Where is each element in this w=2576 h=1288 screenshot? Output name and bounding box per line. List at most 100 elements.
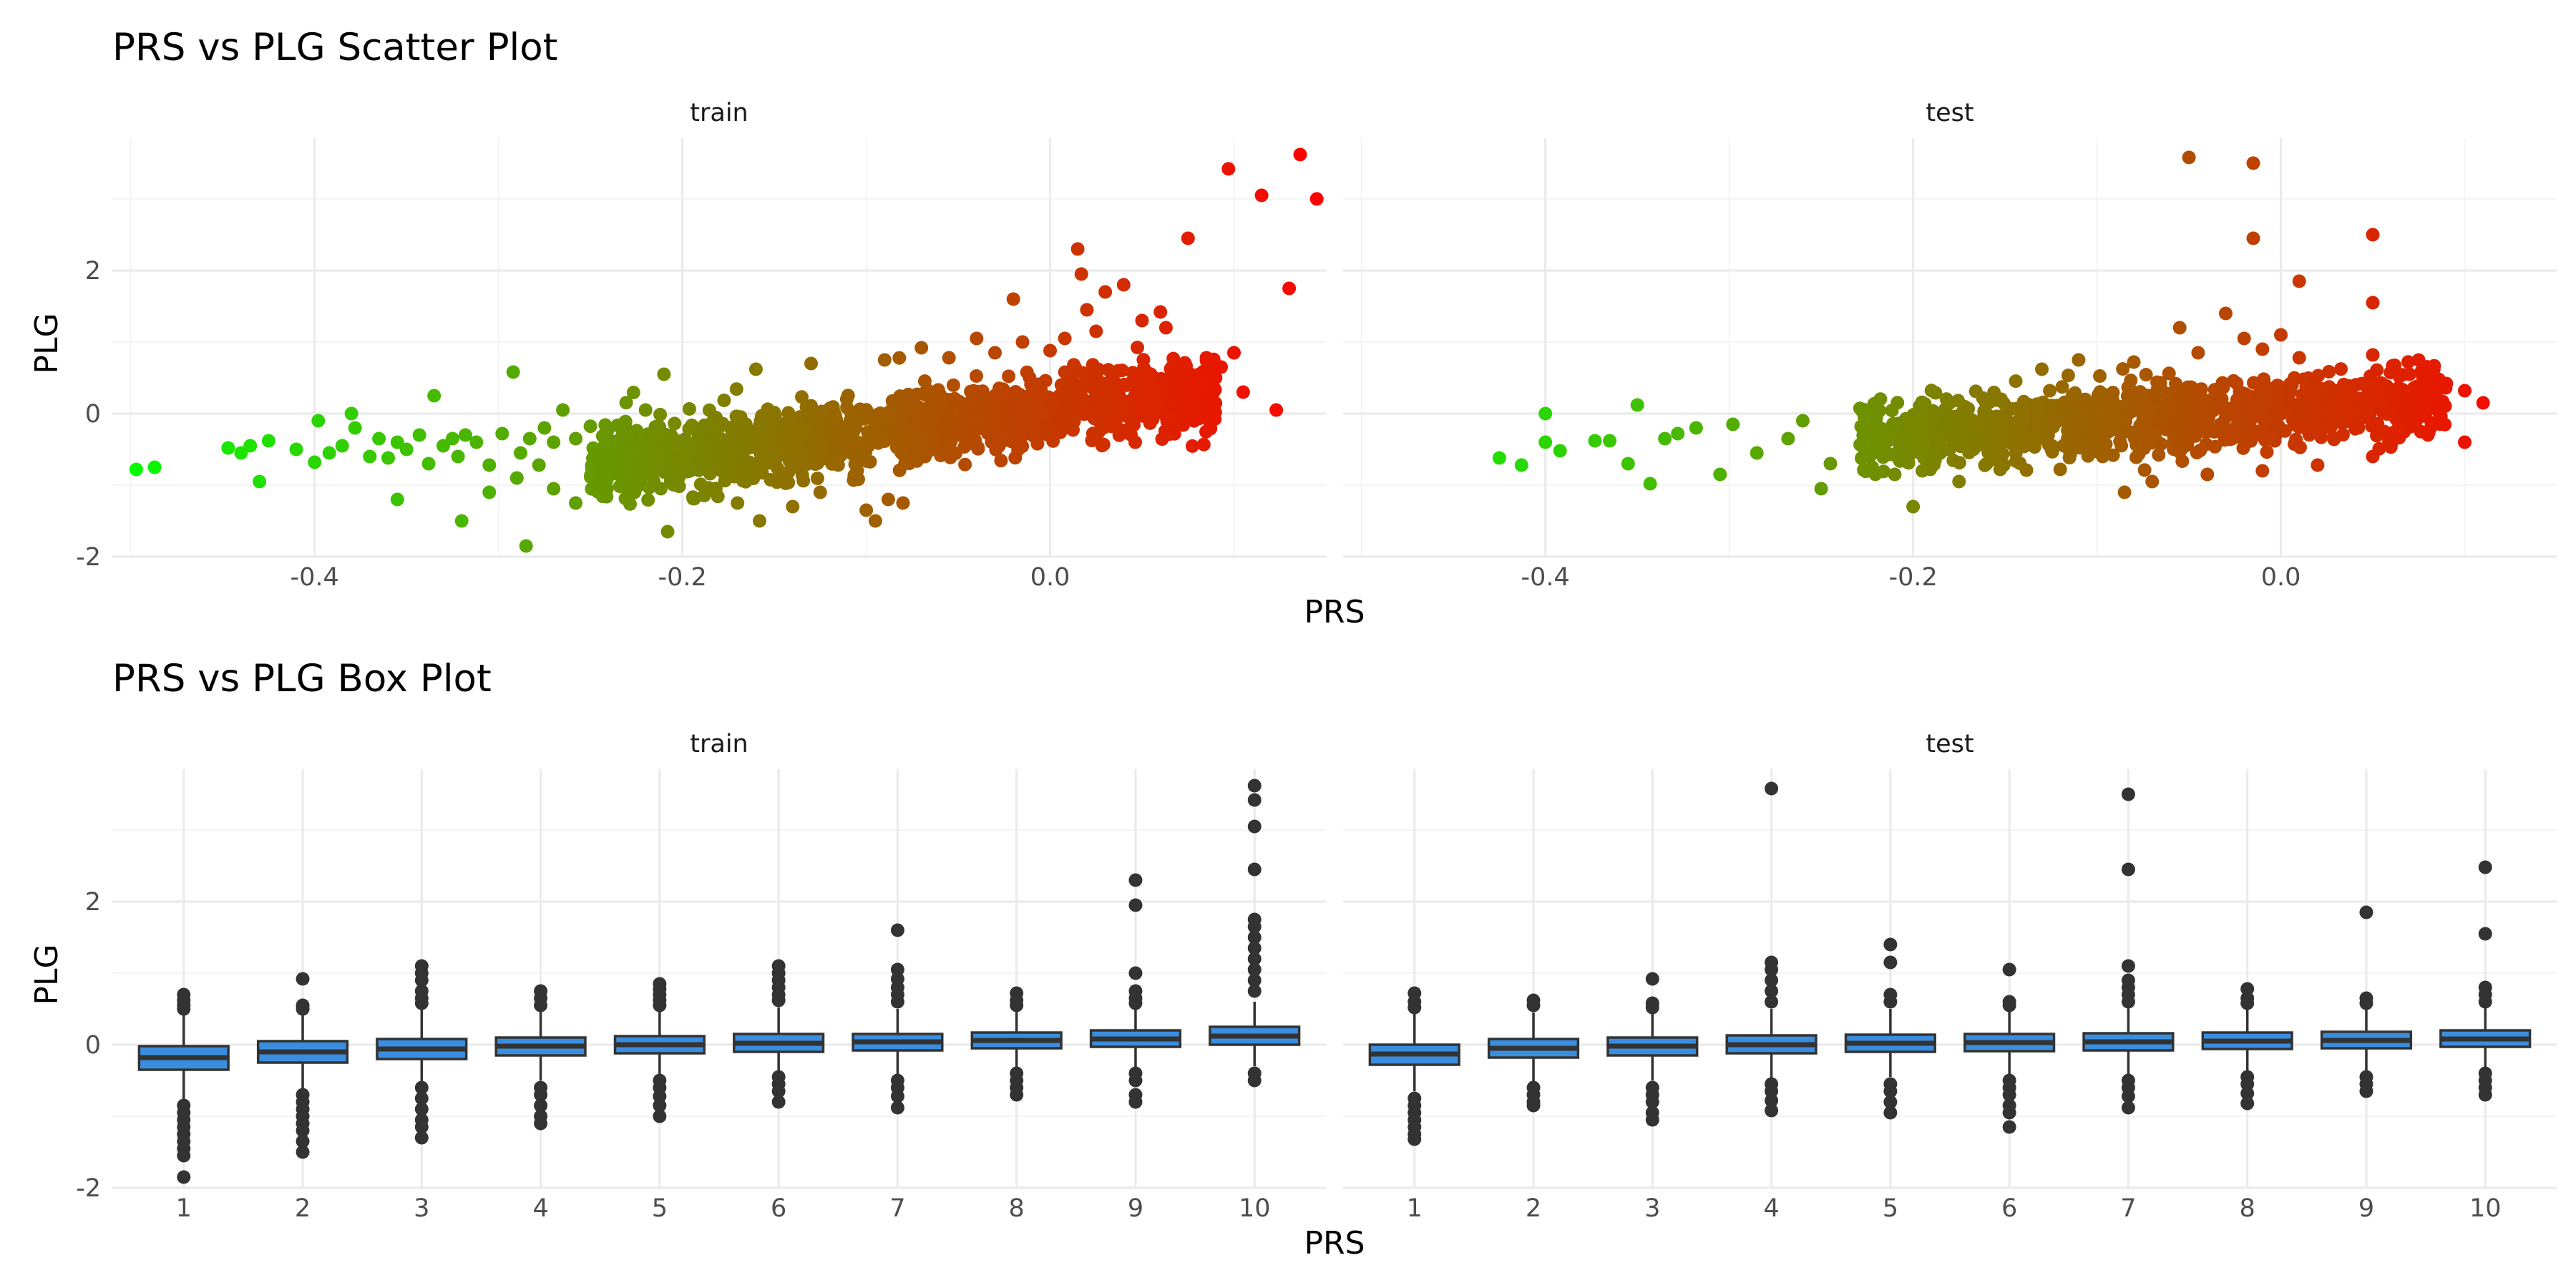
scatter-point [1132, 389, 1146, 404]
scatter-point [847, 439, 862, 453]
scatter-point [726, 443, 741, 457]
scatter-point [2371, 416, 2385, 431]
scatter-point [1184, 391, 1199, 406]
scatter-point [1141, 374, 1156, 388]
scatter-point [971, 440, 985, 454]
box-2 [256, 972, 349, 1159]
box-outlier [1128, 1073, 1143, 1088]
scatter-point [602, 460, 616, 474]
scatter-point [1981, 423, 1995, 437]
box-strip-train: train [690, 730, 748, 758]
box-outlier [1128, 966, 1143, 980]
box-outlier [414, 1120, 429, 1134]
scatter-point [2006, 416, 2021, 431]
scatter-point [1939, 392, 1953, 406]
scatter-point [1061, 406, 1075, 420]
scatter-point [1070, 242, 1085, 256]
box-outlier [2240, 1077, 2255, 1091]
scatter-point [2143, 404, 2157, 418]
box-panel-train: 1 2 3 4 5 6 7 8 9 10 -2 0 2 [76, 769, 1326, 1223]
scatter-point [930, 404, 945, 419]
scatter-point [1143, 416, 1157, 430]
scatter-point [1191, 377, 1205, 391]
scatter-point [962, 396, 976, 410]
scatter-point [2162, 401, 2177, 415]
box-outlier [1247, 973, 1262, 987]
scatter-point [859, 403, 874, 417]
scatter-section: PRS vs PLG Scatter Plot train test -0.4-… [29, 26, 2557, 630]
scatter-point [344, 406, 358, 421]
scatter-point [1149, 401, 1163, 415]
scatter-point [2283, 395, 2296, 409]
box-title: PRS vs PLG Box Plot [112, 657, 492, 701]
box-5 [1844, 937, 1936, 1120]
scatter-point [1853, 401, 1867, 416]
scatter-point [859, 503, 874, 517]
x-tick-label: 1 [1407, 1194, 1423, 1223]
scatter-point [1100, 383, 1114, 397]
scatter-point [469, 435, 484, 449]
scatter-point [445, 431, 459, 446]
scatter-point [2199, 425, 2213, 439]
x-tick-label: 3 [1644, 1194, 1660, 1223]
box-outlier [890, 923, 904, 937]
scatter-point [2048, 414, 2062, 428]
scatter-point [2311, 458, 2325, 472]
scatter-point [2093, 369, 2107, 383]
box-outlier [1247, 819, 1262, 834]
scatter-point [596, 487, 610, 502]
box-10 [2439, 860, 2532, 1102]
scatter-point [1073, 379, 1087, 393]
box-6 [1963, 962, 2056, 1134]
scatter-point [1795, 414, 1810, 428]
scatter-point [2083, 424, 2097, 438]
scatter-point [1603, 434, 1617, 448]
scatter-point [630, 424, 644, 438]
scatter-point [2235, 431, 2250, 446]
scatter-point [975, 384, 990, 399]
scatter-point [2292, 351, 2306, 365]
scatter-point [556, 403, 570, 417]
scatter-point [703, 482, 717, 496]
scatter-point [2189, 405, 2203, 419]
scatter-point [2366, 348, 2380, 362]
scatter-points [129, 147, 1324, 553]
scatter-title: PRS vs PLG Scatter Plot [112, 26, 557, 69]
scatter-point [717, 394, 731, 407]
scatter-point [454, 514, 469, 528]
scatter-point [1961, 401, 1976, 416]
box-outlier [1128, 898, 1143, 912]
scatter-point [716, 432, 730, 447]
scatter-point [989, 395, 1003, 409]
scatter-point [519, 539, 533, 553]
box-outlier [1247, 919, 1262, 934]
x-tick-label: 9 [2358, 1194, 2374, 1223]
scatter-point [940, 415, 954, 429]
scatter-point [825, 457, 839, 471]
scatter-point [804, 356, 818, 371]
box-outlier [1765, 973, 1779, 987]
scatter-point [1928, 386, 1943, 400]
scatter-point [1943, 430, 1958, 444]
scatter-point [1980, 407, 1994, 421]
box-outlier [1883, 1106, 1898, 1120]
scatter-point [1153, 305, 1168, 319]
scatter-point [738, 474, 753, 489]
scatter-point [1136, 353, 1151, 367]
scatter-point [381, 451, 395, 465]
scatter-point [412, 428, 426, 442]
box-outlier [1010, 1088, 1024, 1102]
scatter-point [2401, 355, 2415, 369]
box-outlier [1883, 995, 1898, 1009]
scatter-point [421, 457, 436, 471]
scatter-point [547, 482, 561, 496]
scatter-point [1089, 324, 1103, 338]
scatter-point [1992, 414, 2006, 428]
scatter-point [881, 492, 895, 507]
scatter-point [809, 457, 823, 471]
scatter-point [1713, 467, 1727, 482]
box-outlier [534, 998, 548, 1013]
x-tick-label: 2 [1526, 1194, 1541, 1223]
scatter-point [2402, 367, 2416, 381]
scatter-point [988, 346, 1002, 360]
